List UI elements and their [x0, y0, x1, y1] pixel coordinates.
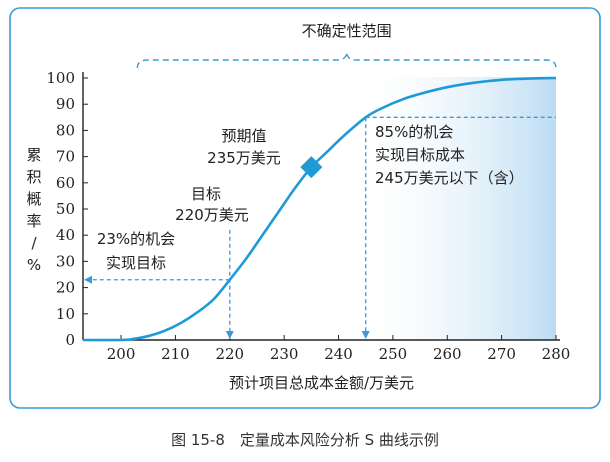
x-tick-label: 280: [542, 345, 571, 363]
y-tick-label: 10: [56, 305, 75, 323]
p85-amount: 245万美元以下（含）: [375, 169, 524, 187]
uncertainty-range-brace: [136, 51, 557, 69]
y-axis-label-char: 积: [26, 168, 41, 186]
target-vertical-arrow: [225, 331, 234, 339]
shaded-region-fill: [365, 77, 556, 340]
target-probability-label: 23%的机会: [97, 230, 175, 248]
uncertainty-range-label: 不确定性范围: [302, 22, 392, 40]
y-tick-label: 70: [56, 148, 75, 166]
target-probability-desc: 实现目标: [106, 254, 166, 272]
x-tick-label: 270: [487, 345, 516, 363]
y-axis-label-char: 概: [26, 190, 41, 208]
expected-value-amount: 235万美元: [207, 149, 281, 167]
x-tick-label: 220: [215, 345, 244, 363]
figure-frame: [9, 7, 601, 409]
y-axis-label-char: /: [31, 234, 37, 252]
y-tick-label: 40: [56, 226, 75, 244]
expected-value-marker-layer: [300, 156, 323, 179]
expected-value-label: 预期值: [221, 127, 266, 145]
s-curve-line: [82, 76, 557, 342]
x-tick-label: 240: [324, 345, 353, 363]
p85-vertical-arrow: [361, 331, 370, 339]
y-axis-label-char: 累: [26, 146, 41, 164]
guide-lines: [84, 116, 556, 339]
uncertainty-range-brace-path: [136, 51, 557, 69]
y-tick-label: 0: [65, 331, 75, 349]
expected-value-diamond: [300, 156, 323, 179]
target-amount: 220万美元: [175, 206, 249, 224]
shaded-region: [365, 77, 556, 340]
y-tick-label: 90: [56, 95, 75, 113]
y-tick-label: 100: [46, 69, 75, 87]
figure-caption: 图 15-8 定量成本风险分析 S 曲线示例: [171, 431, 439, 449]
x-tick-label: 200: [107, 345, 136, 363]
p85-probability-label: 85%的机会: [375, 123, 453, 141]
target-label: 目标: [191, 185, 221, 203]
x-tick-label: 260: [433, 345, 462, 363]
target-horizontal-arrow: [84, 275, 92, 284]
y-tick-label: 80: [56, 121, 75, 139]
x-tick-label: 210: [161, 345, 190, 363]
axes: [82, 72, 560, 341]
x-tick-label: 230: [270, 345, 299, 363]
y-tick-label: 20: [56, 279, 75, 297]
x-axis-label: 预计项目总成本金额/万美元: [229, 374, 414, 392]
y-tick-label: 30: [56, 252, 75, 270]
y-tick-label: 60: [56, 174, 75, 192]
y-axis-label-char: %: [27, 256, 41, 274]
y-tick-labels: 0 10 20 30 40 50 60 70 80 90 100: [46, 69, 88, 349]
y-tick-label: 50: [56, 200, 75, 218]
x-tick-label: 250: [379, 345, 408, 363]
p85-probability-desc: 实现目标成本: [375, 146, 465, 164]
y-axis-label-char: 率: [26, 212, 41, 230]
x-tick-labels: 200 210 220 230 240 250 260 270 280: [107, 335, 571, 363]
